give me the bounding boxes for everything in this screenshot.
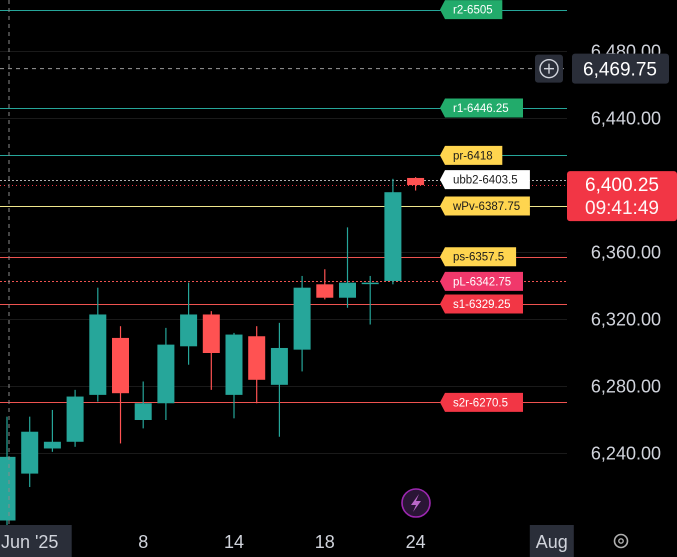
- time-axis-background: [0, 525, 677, 557]
- level-tag-label: pL-6342.75: [453, 276, 511, 288]
- level-tag: [440, 294, 523, 314]
- level-tag: [440, 392, 523, 412]
- plus-circle-icon[interactable]: [535, 54, 563, 83]
- price-tick-label: 6,240.00: [591, 444, 661, 464]
- time-tick-label: 24: [406, 532, 426, 552]
- time-tick-label: 18: [315, 532, 335, 552]
- level-tag: [440, 98, 523, 118]
- level-tag-label: r1-6446.25: [453, 103, 509, 115]
- plus-circle-ring: [539, 58, 559, 79]
- crosshair: [0, 54, 567, 83]
- level-tag: [440, 170, 530, 190]
- candle-body: [361, 282, 379, 285]
- candle-body: [384, 192, 402, 281]
- time-tick-label: Aug: [536, 532, 568, 552]
- level-tag: [440, 0, 503, 20]
- candle-body: [134, 403, 152, 420]
- candle-body: [248, 336, 266, 380]
- level-tag-label: wPv-6387.75: [452, 201, 520, 213]
- gear-icon[interactable]: [613, 533, 629, 549]
- price-tick-label: 6,360.00: [591, 243, 661, 263]
- level-tag-label: pr-6418: [453, 150, 493, 162]
- time-tick-label: 8: [138, 532, 148, 552]
- price-tick-label: 6,320.00: [591, 310, 661, 330]
- candle-body: [43, 441, 61, 449]
- candles: [0, 177, 425, 528]
- level-tag-label: s1-6329.25: [453, 299, 511, 311]
- price-tick-label: 6,440.00: [591, 109, 661, 129]
- level-tag-label: ubb2-6403.5: [453, 175, 518, 187]
- candle-body: [21, 431, 39, 474]
- price-axis[interactable]: 6,480.006,440.006,360.006,320.006,280.00…: [567, 0, 677, 525]
- last-price-label: 6,400.25: [585, 175, 659, 196]
- candle-body: [225, 334, 243, 395]
- crosshair-price-label: 6,469.75: [583, 60, 657, 81]
- crosshair-price-tag: [572, 53, 669, 84]
- countdown-label: 09:41:49: [585, 198, 659, 219]
- time-tick-label: Jun '25: [1, 532, 58, 552]
- level-tag: [440, 196, 530, 216]
- lightning-icon[interactable]: [401, 488, 431, 518]
- candle-body: [112, 337, 129, 394]
- level-tag-label: r2-6505: [453, 5, 493, 17]
- price-axis-background: [567, 0, 677, 525]
- candle-body: [180, 314, 198, 347]
- candle-body: [157, 344, 175, 404]
- level-tag: [440, 145, 503, 165]
- candle-body: [66, 396, 84, 442]
- candle-body: [202, 314, 220, 353]
- time-tick-highlight: [0, 525, 72, 557]
- level-tag-label: ps-6357.5: [453, 252, 504, 264]
- time-axis[interactable]: Jun '25 8 14 18 24 Aug: [0, 525, 677, 557]
- level-tag: [440, 247, 517, 267]
- time-tick-highlight: [529, 525, 574, 557]
- candle-body: [293, 287, 311, 350]
- level-tags: r2-6505 r1-6446.25 pr-6418 ubb2-6403.5 wPv-6…: [440, 0, 530, 412]
- candle-body: [0, 456, 16, 521]
- candle-body: [270, 347, 288, 385]
- price-tick-label: 6,280.00: [591, 377, 661, 397]
- time-tick-label: 14: [224, 532, 244, 552]
- candle-body: [339, 282, 356, 298]
- level-tag: [440, 271, 523, 291]
- level-tag-label: s2r-6270.5: [453, 397, 508, 409]
- candle-body: [89, 314, 107, 395]
- candle-body: [316, 284, 334, 298]
- last-price-tag: [567, 171, 677, 222]
- candle-body: [407, 177, 425, 186]
